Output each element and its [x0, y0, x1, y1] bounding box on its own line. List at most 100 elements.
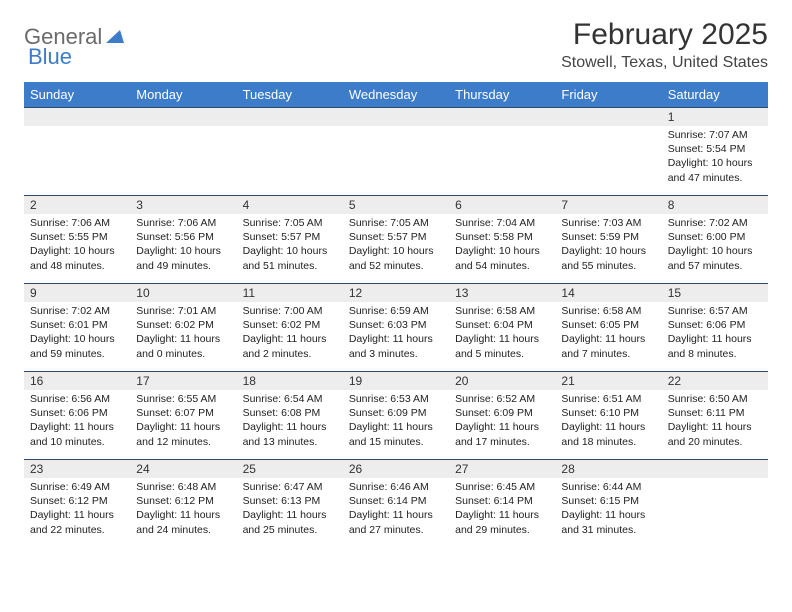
- day-number: 16: [24, 372, 130, 390]
- sunset-text: Sunset: 5:59 PM: [561, 230, 655, 244]
- calendar-week-row: 1Sunrise: 7:07 AMSunset: 5:54 PMDaylight…: [24, 108, 768, 196]
- sunrise-text: Sunrise: 6:45 AM: [455, 480, 549, 494]
- day-details: Sunrise: 7:03 AMSunset: 5:59 PMDaylight:…: [555, 214, 661, 277]
- calendar-body: 1Sunrise: 7:07 AMSunset: 5:54 PMDaylight…: [24, 108, 768, 548]
- calendar-day-cell: 25Sunrise: 6:47 AMSunset: 6:13 PMDayligh…: [237, 460, 343, 548]
- logo-text-blue: Blue: [28, 44, 72, 69]
- day-number: 13: [449, 284, 555, 302]
- sunrise-text: Sunrise: 6:54 AM: [243, 392, 337, 406]
- sunset-text: Sunset: 6:02 PM: [136, 318, 230, 332]
- day-details: Sunrise: 7:01 AMSunset: 6:02 PMDaylight:…: [130, 302, 236, 365]
- day-header: Wednesday: [343, 82, 449, 108]
- day-header: Saturday: [662, 82, 768, 108]
- daylight-text: Daylight: 11 hours and 0 minutes.: [136, 332, 230, 360]
- day-header: Tuesday: [237, 82, 343, 108]
- calendar-table: SundayMondayTuesdayWednesdayThursdayFrid…: [24, 82, 768, 548]
- calendar-page: General February 2025 Stowell, Texas, Un…: [0, 0, 792, 566]
- daylight-text: Daylight: 11 hours and 31 minutes.: [561, 508, 655, 536]
- day-number: 1: [662, 108, 768, 126]
- sunset-text: Sunset: 5:57 PM: [349, 230, 443, 244]
- sunrise-text: Sunrise: 7:00 AM: [243, 304, 337, 318]
- sunrise-text: Sunrise: 6:49 AM: [30, 480, 124, 494]
- logo-text-blue-wrap: Blue: [28, 44, 72, 70]
- day-number: 19: [343, 372, 449, 390]
- day-details: Sunrise: 7:06 AMSunset: 5:56 PMDaylight:…: [130, 214, 236, 277]
- sunset-text: Sunset: 6:12 PM: [30, 494, 124, 508]
- daylight-text: Daylight: 11 hours and 10 minutes.: [30, 420, 124, 448]
- day-number: 3: [130, 196, 236, 214]
- calendar-day-cell: 5Sunrise: 7:05 AMSunset: 5:57 PMDaylight…: [343, 196, 449, 284]
- day-details: Sunrise: 6:57 AMSunset: 6:06 PMDaylight:…: [662, 302, 768, 365]
- daylight-text: Daylight: 11 hours and 3 minutes.: [349, 332, 443, 360]
- calendar-day-cell: 2Sunrise: 7:06 AMSunset: 5:55 PMDaylight…: [24, 196, 130, 284]
- sunrise-text: Sunrise: 6:53 AM: [349, 392, 443, 406]
- sunset-text: Sunset: 6:15 PM: [561, 494, 655, 508]
- calendar-day-cell: 20Sunrise: 6:52 AMSunset: 6:09 PMDayligh…: [449, 372, 555, 460]
- day-details: Sunrise: 7:06 AMSunset: 5:55 PMDaylight:…: [24, 214, 130, 277]
- sunset-text: Sunset: 5:55 PM: [30, 230, 124, 244]
- sunrise-text: Sunrise: 6:59 AM: [349, 304, 443, 318]
- day-number: 5: [343, 196, 449, 214]
- sunset-text: Sunset: 5:54 PM: [668, 142, 762, 156]
- day-details: Sunrise: 6:54 AMSunset: 6:08 PMDaylight:…: [237, 390, 343, 453]
- day-number: 23: [24, 460, 130, 478]
- day-number: 12: [343, 284, 449, 302]
- day-details: Sunrise: 6:55 AMSunset: 6:07 PMDaylight:…: [130, 390, 236, 453]
- day-details: Sunrise: 6:48 AMSunset: 6:12 PMDaylight:…: [130, 478, 236, 541]
- calendar-day-cell: 10Sunrise: 7:01 AMSunset: 6:02 PMDayligh…: [130, 284, 236, 372]
- daylight-text: Daylight: 11 hours and 22 minutes.: [30, 508, 124, 536]
- calendar-day-cell: 1Sunrise: 7:07 AMSunset: 5:54 PMDaylight…: [662, 108, 768, 196]
- day-details: Sunrise: 6:56 AMSunset: 6:06 PMDaylight:…: [24, 390, 130, 453]
- daylight-text: Daylight: 11 hours and 25 minutes.: [243, 508, 337, 536]
- day-details: Sunrise: 6:58 AMSunset: 6:05 PMDaylight:…: [555, 302, 661, 365]
- calendar-empty-cell: [24, 108, 130, 196]
- day-number: 14: [555, 284, 661, 302]
- sunset-text: Sunset: 6:14 PM: [349, 494, 443, 508]
- sunset-text: Sunset: 6:10 PM: [561, 406, 655, 420]
- sunrise-text: Sunrise: 7:03 AM: [561, 216, 655, 230]
- sunset-text: Sunset: 6:09 PM: [455, 406, 549, 420]
- sunrise-text: Sunrise: 6:56 AM: [30, 392, 124, 406]
- sunrise-text: Sunrise: 6:57 AM: [668, 304, 762, 318]
- day-header: Sunday: [24, 82, 130, 108]
- empty-day-bar: [130, 108, 236, 126]
- sunset-text: Sunset: 6:08 PM: [243, 406, 337, 420]
- sunrise-text: Sunrise: 6:51 AM: [561, 392, 655, 406]
- location-text: Stowell, Texas, United States: [561, 54, 768, 72]
- calendar-day-cell: 9Sunrise: 7:02 AMSunset: 6:01 PMDaylight…: [24, 284, 130, 372]
- calendar-day-cell: 28Sunrise: 6:44 AMSunset: 6:15 PMDayligh…: [555, 460, 661, 548]
- calendar-week-row: 16Sunrise: 6:56 AMSunset: 6:06 PMDayligh…: [24, 372, 768, 460]
- calendar-day-cell: 18Sunrise: 6:54 AMSunset: 6:08 PMDayligh…: [237, 372, 343, 460]
- sunset-text: Sunset: 5:58 PM: [455, 230, 549, 244]
- calendar-week-row: 2Sunrise: 7:06 AMSunset: 5:55 PMDaylight…: [24, 196, 768, 284]
- sunset-text: Sunset: 6:13 PM: [243, 494, 337, 508]
- day-details: Sunrise: 7:02 AMSunset: 6:00 PMDaylight:…: [662, 214, 768, 277]
- sunrise-text: Sunrise: 6:58 AM: [455, 304, 549, 318]
- day-number: 9: [24, 284, 130, 302]
- day-details: Sunrise: 7:05 AMSunset: 5:57 PMDaylight:…: [237, 214, 343, 277]
- day-header: Monday: [130, 82, 236, 108]
- sunset-text: Sunset: 6:09 PM: [349, 406, 443, 420]
- day-number: 24: [130, 460, 236, 478]
- sunset-text: Sunset: 6:01 PM: [30, 318, 124, 332]
- calendar-week-row: 9Sunrise: 7:02 AMSunset: 6:01 PMDaylight…: [24, 284, 768, 372]
- empty-day-bar: [237, 108, 343, 126]
- day-details: Sunrise: 6:59 AMSunset: 6:03 PMDaylight:…: [343, 302, 449, 365]
- daylight-text: Daylight: 11 hours and 27 minutes.: [349, 508, 443, 536]
- calendar-day-cell: 11Sunrise: 7:00 AMSunset: 6:02 PMDayligh…: [237, 284, 343, 372]
- sunrise-text: Sunrise: 7:02 AM: [668, 216, 762, 230]
- sunset-text: Sunset: 6:05 PM: [561, 318, 655, 332]
- empty-day-bar: [555, 108, 661, 126]
- empty-day-bar: [662, 460, 768, 478]
- day-details: Sunrise: 6:51 AMSunset: 6:10 PMDaylight:…: [555, 390, 661, 453]
- sunset-text: Sunset: 6:00 PM: [668, 230, 762, 244]
- calendar-day-cell: 24Sunrise: 6:48 AMSunset: 6:12 PMDayligh…: [130, 460, 236, 548]
- day-number: 11: [237, 284, 343, 302]
- sunset-text: Sunset: 6:12 PM: [136, 494, 230, 508]
- daylight-text: Daylight: 11 hours and 13 minutes.: [243, 420, 337, 448]
- calendar-empty-cell: [449, 108, 555, 196]
- daylight-text: Daylight: 11 hours and 20 minutes.: [668, 420, 762, 448]
- sunset-text: Sunset: 6:14 PM: [455, 494, 549, 508]
- calendar-empty-cell: [555, 108, 661, 196]
- daylight-text: Daylight: 10 hours and 48 minutes.: [30, 244, 124, 272]
